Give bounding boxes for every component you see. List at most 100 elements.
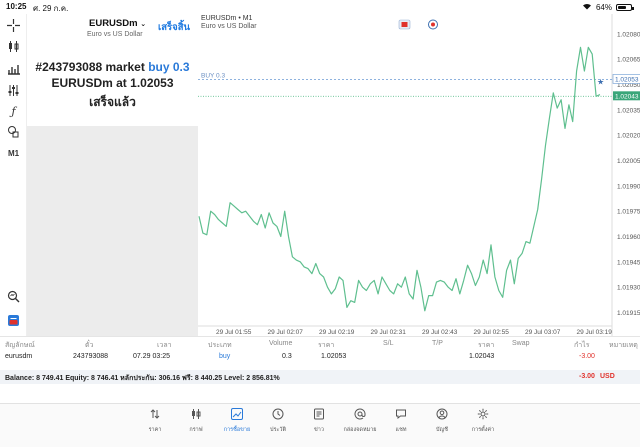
order-message-line2: EURUSDm at 1.02053 (27, 76, 198, 90)
tab-chat-bubble[interactable]: แชท (383, 408, 419, 434)
indicators-icon[interactable] (6, 83, 21, 98)
current-price-label: 1.02043 (615, 93, 639, 100)
candles-icon[interactable] (6, 39, 21, 54)
time-tick-label: 29 Jul 03:07 (525, 329, 561, 336)
bottom-tab-bar: ราคา กราฟ การซื้อขาย ประวัติ ข่าว กล่องจดหมาย… (0, 403, 640, 447)
column-header[interactable]: T/P (432, 340, 443, 347)
price-tick-label: 1.02065 (617, 57, 640, 64)
tab-history-clock[interactable]: ประวัติ (260, 408, 296, 434)
news-book-icon (301, 408, 337, 422)
zoom-icon[interactable] (6, 289, 21, 304)
column-header[interactable]: Swap (512, 340, 530, 347)
tab-at-mail[interactable]: กล่องจดหมาย (342, 408, 378, 434)
tab-label: แชท (395, 427, 407, 433)
price-tick-label: 1.01960 (617, 234, 640, 241)
tab-candles[interactable]: กราฟ (178, 408, 214, 434)
price-tick-label: 1.01990 (617, 183, 640, 190)
price-tick-label: 1.01915 (617, 310, 640, 317)
price-tick-label: 1.01930 (617, 285, 640, 292)
tab-trade-chart[interactable]: การซื้อขาย (219, 408, 255, 434)
refresh-dot (431, 22, 435, 27)
order-action: buy 0.3 (148, 60, 190, 74)
buy-price-label: 1.02053 (615, 76, 639, 83)
price-series-line (198, 46, 601, 312)
objects-icon[interactable] (6, 124, 21, 139)
chart-subtitle: Euro vs US Dollar (201, 23, 257, 30)
column-header[interactable]: กำไร (574, 342, 590, 349)
status-time: 10:25 (6, 2, 27, 11)
column-header[interactable]: เวลา (157, 342, 172, 349)
price-tick-label: 1.02050 (617, 82, 640, 89)
column-header[interactable]: Volume (269, 340, 293, 347)
tab-label: การตั้งค่า (471, 427, 495, 433)
order-symbol-at: EURUSDm at (51, 76, 127, 90)
chat-bubble-icon (383, 408, 419, 422)
account-balance-bar: Balance: 8 749.41 Equity: 8 746.41 หลักป… (0, 370, 640, 384)
price-chart[interactable]: EURUSDm • M1 Euro vs US Dollar 1.02080 1.… (198, 14, 640, 336)
chart-toolbar: ƒ M1 (0, 14, 27, 336)
tab-label: ราคา (148, 427, 162, 433)
tab-label: การซื้อขาย (223, 427, 251, 433)
column-header[interactable]: สัญลักษณ์ (5, 342, 35, 349)
history-clock-icon (260, 408, 296, 422)
crosshair-icon[interactable] (6, 18, 21, 33)
status-bar: 10:25 ศ. 29 ก.ค. 64% (0, 0, 640, 14)
tab-news-book[interactable]: ข่าว (301, 408, 337, 434)
function-icon[interactable]: ƒ (11, 105, 16, 118)
position-ticket: 243793088 (73, 353, 109, 360)
candles-icon (178, 408, 214, 422)
position-profit: -3.00 (579, 353, 595, 360)
wifi-icon (582, 2, 592, 12)
current-price-tag (613, 91, 640, 101)
positions-table-header: สัญลักษณ์ ตั๋ว เวลา ประเภท Volume ราคา S/L T/P ร… (0, 336, 640, 349)
position-volume: 0.3 (282, 353, 292, 360)
price-tick-label: 1.01975 (617, 209, 640, 216)
balance-summary: Balance: 8 749.41 Equity: 8 746.41 หลักป… (5, 375, 280, 382)
chevron-down-icon: ⌄ (140, 21, 147, 28)
price-tick-label: 1.02005 (617, 158, 640, 165)
position-type: buy (219, 353, 231, 360)
position-current-price: 1.02043 (469, 353, 495, 360)
symbol-name: EURUSDm (89, 18, 138, 29)
price-tick-label: 1.01945 (617, 259, 640, 266)
trade-confirmation-panel: EURUSDm ⌄ Euro vs US Dollar เสร็จสิ้น #2… (27, 14, 198, 336)
column-header[interactable]: ราคา (478, 342, 495, 349)
time-tick-label: 29 Jul 02:07 (268, 329, 304, 336)
star-icon[interactable]: ★ (597, 77, 604, 86)
column-header[interactable]: ตั๋ว (85, 342, 94, 349)
one-click-trading-icon[interactable] (6, 313, 21, 328)
time-tick-label: 29 Jul 02:19 (319, 329, 355, 336)
chart-canvas[interactable]: 1.02080 1.02065 1.02050 1.02035 1.02020 1.020… (198, 14, 640, 336)
order-ticket: #243793088 market (35, 60, 145, 74)
column-header[interactable]: S/L (383, 340, 394, 347)
tab-account-user[interactable]: บัญชี (424, 408, 460, 434)
time-tick-label: 29 Jul 02:43 (422, 329, 458, 336)
tab-label: กล่องจดหมาย (343, 427, 377, 433)
currency: USD (600, 373, 615, 380)
timeframe-button[interactable]: M1 (7, 149, 20, 158)
column-header[interactable]: ประเภท (208, 342, 232, 349)
status-date: ศ. 29 ก.ค. (33, 4, 69, 13)
symbol-description: Euro vs US Dollar (87, 31, 143, 38)
tab-arrows-updown[interactable]: ราคา (137, 408, 173, 434)
order-message-line1: #243793088 market buy 0.3 (27, 60, 198, 74)
column-header[interactable]: ราคา (318, 342, 335, 349)
time-tick-label: 29 Jul 01:55 (216, 329, 252, 336)
time-tick-label: 29 Jul 02:31 (371, 329, 407, 336)
symbol-selector[interactable]: EURUSDm ⌄ (89, 18, 146, 29)
price-tick-label: 1.02035 (617, 107, 640, 114)
column-header[interactable]: หมายเหตุ (609, 342, 638, 349)
table-row[interactable]: eurusdm 243793088 07.29 03:25 buy 0.3 1.… (0, 350, 640, 366)
tab-label: บัญชี (436, 427, 448, 433)
sell-marker (401, 22, 408, 27)
tab-label: กราฟ (189, 427, 203, 433)
price-tick-label: 1.02080 (617, 31, 640, 38)
tab-settings-gear[interactable]: การตั้งค่า (465, 408, 501, 434)
arrows-updown-icon (137, 408, 173, 422)
buy-price-tag (612, 74, 640, 84)
position-symbol: eurusdm (5, 353, 33, 360)
position-time: 07.29 03:25 (133, 353, 170, 360)
done-button[interactable]: เสร็จสิ้น (158, 22, 191, 33)
bar-chart-icon[interactable] (6, 61, 21, 76)
